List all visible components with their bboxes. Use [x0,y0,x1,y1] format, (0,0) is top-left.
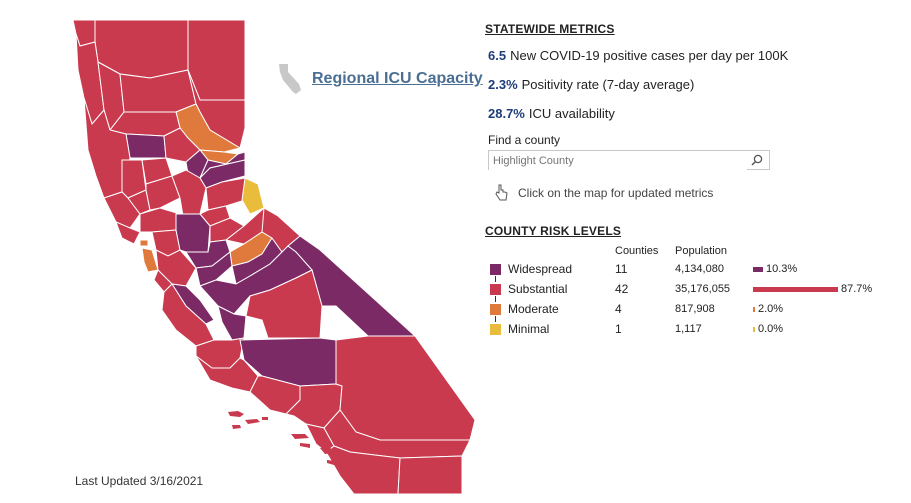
pointer-hand-icon [495,184,508,201]
county-risk-levels: COUNTY RISK LEVELS [485,224,895,238]
risk-label: Widespread [508,262,573,276]
metric-label: Positivity rate (7-day average) [521,77,695,92]
risk-label: Substantial [508,282,568,296]
risk-row-moderate[interactable]: Moderate 4 817,908 2.0% [488,302,898,318]
california-outline-icon [279,64,301,94]
risk-bar [753,307,755,312]
regional-icu-link-label[interactable]: Regional ICU Capacity [312,70,483,87]
risk-label: Minimal [508,322,550,336]
risk-percent: 0.0% [758,323,784,335]
risk-bar [753,327,755,332]
risk-row-widespread[interactable]: Widespread 11 4,134,080 10.3% [488,262,898,278]
county-alpine[interactable] [241,177,265,215]
metric-positivity: 2.3% Positivity rate (7-day average) [488,77,885,92]
county-shasta[interactable] [119,69,197,113]
county-imperial[interactable] [397,455,463,495]
risk-count: 4 [615,302,622,316]
metric-icu: 28.7% ICU availability [488,106,885,121]
legend-connector [495,276,496,282]
swatch-substantial [490,284,501,295]
metric-value: 6.5 [488,48,507,63]
regional-icu-link[interactable]: Regional ICU Capacity [276,62,483,96]
risk-population: 35,176,055 [675,283,731,295]
last-updated-text: Last Updated 3/16/2021 [75,474,204,488]
county-modoc[interactable] [187,19,246,101]
county-san-mateo[interactable] [141,247,159,273]
risk-population: 4,134,080 [675,263,724,275]
risk-row-substantial[interactable]: Substantial 42 35,176,055 87.7% [488,282,898,298]
risk-population: 1,117 [675,323,702,335]
county-san-francisco[interactable] [139,239,149,247]
risk-row-minimal[interactable]: Minimal 1 1,117 0.0% [488,322,898,338]
county-search-input[interactable] [489,152,747,170]
county-sacramento[interactable] [171,169,207,223]
risk-population: 817,908 [675,303,715,315]
swatch-minimal [490,324,501,335]
county-glenn[interactable] [125,133,167,159]
search-icon[interactable] [750,153,764,167]
metric-new-cases: 6.5 New COVID-19 positive cases per day p… [488,48,885,63]
risk-percent: 2.0% [758,303,784,315]
risk-label: Moderate [508,302,559,316]
find-county-label: Find a county [488,133,561,147]
risk-count: 1 [615,322,622,336]
map-hint: Click on the map for updated metrics [494,184,713,202]
county-fresno[interactable] [199,245,313,315]
county-san-joaquin[interactable] [175,213,211,253]
county-san-bernardino[interactable] [335,335,476,441]
risk-percent: 87.7% [841,283,873,295]
county-risk-title: COUNTY RISK LEVELS [485,224,622,238]
risk-bar [753,267,763,272]
map-hint-text: Click on the map for updated metrics [518,186,714,200]
swatch-moderate [490,304,501,315]
county-marin[interactable] [115,221,141,245]
legend-connector [495,296,496,302]
legend-connector [495,316,496,322]
risk-count: 42 [615,282,629,296]
county-search-box[interactable] [488,150,770,170]
header-counties: Counties [615,245,659,257]
metric-label: ICU availability [528,106,615,121]
channel-islands [228,411,335,465]
california-county-map[interactable] [0,0,480,503]
risk-percent: 10.3% [765,263,798,275]
county-santa-barbara[interactable] [195,355,259,393]
risk-count: 11 [615,262,628,276]
metric-value: 2.3% [488,77,518,92]
statewide-metrics-title: STATEWIDE METRICS [485,22,615,36]
statewide-metrics: STATEWIDE METRICS 6.5 New COVID-19 positi… [485,22,885,121]
swatch-widespread [490,264,501,275]
metric-value: 28.7% [488,106,525,121]
risk-bar [753,287,838,292]
header-population: Population [675,245,727,257]
county-tulare[interactable] [245,269,323,339]
metric-label: New COVID-19 positive cases per day per … [510,48,789,63]
county-mendocino[interactable] [83,97,131,199]
